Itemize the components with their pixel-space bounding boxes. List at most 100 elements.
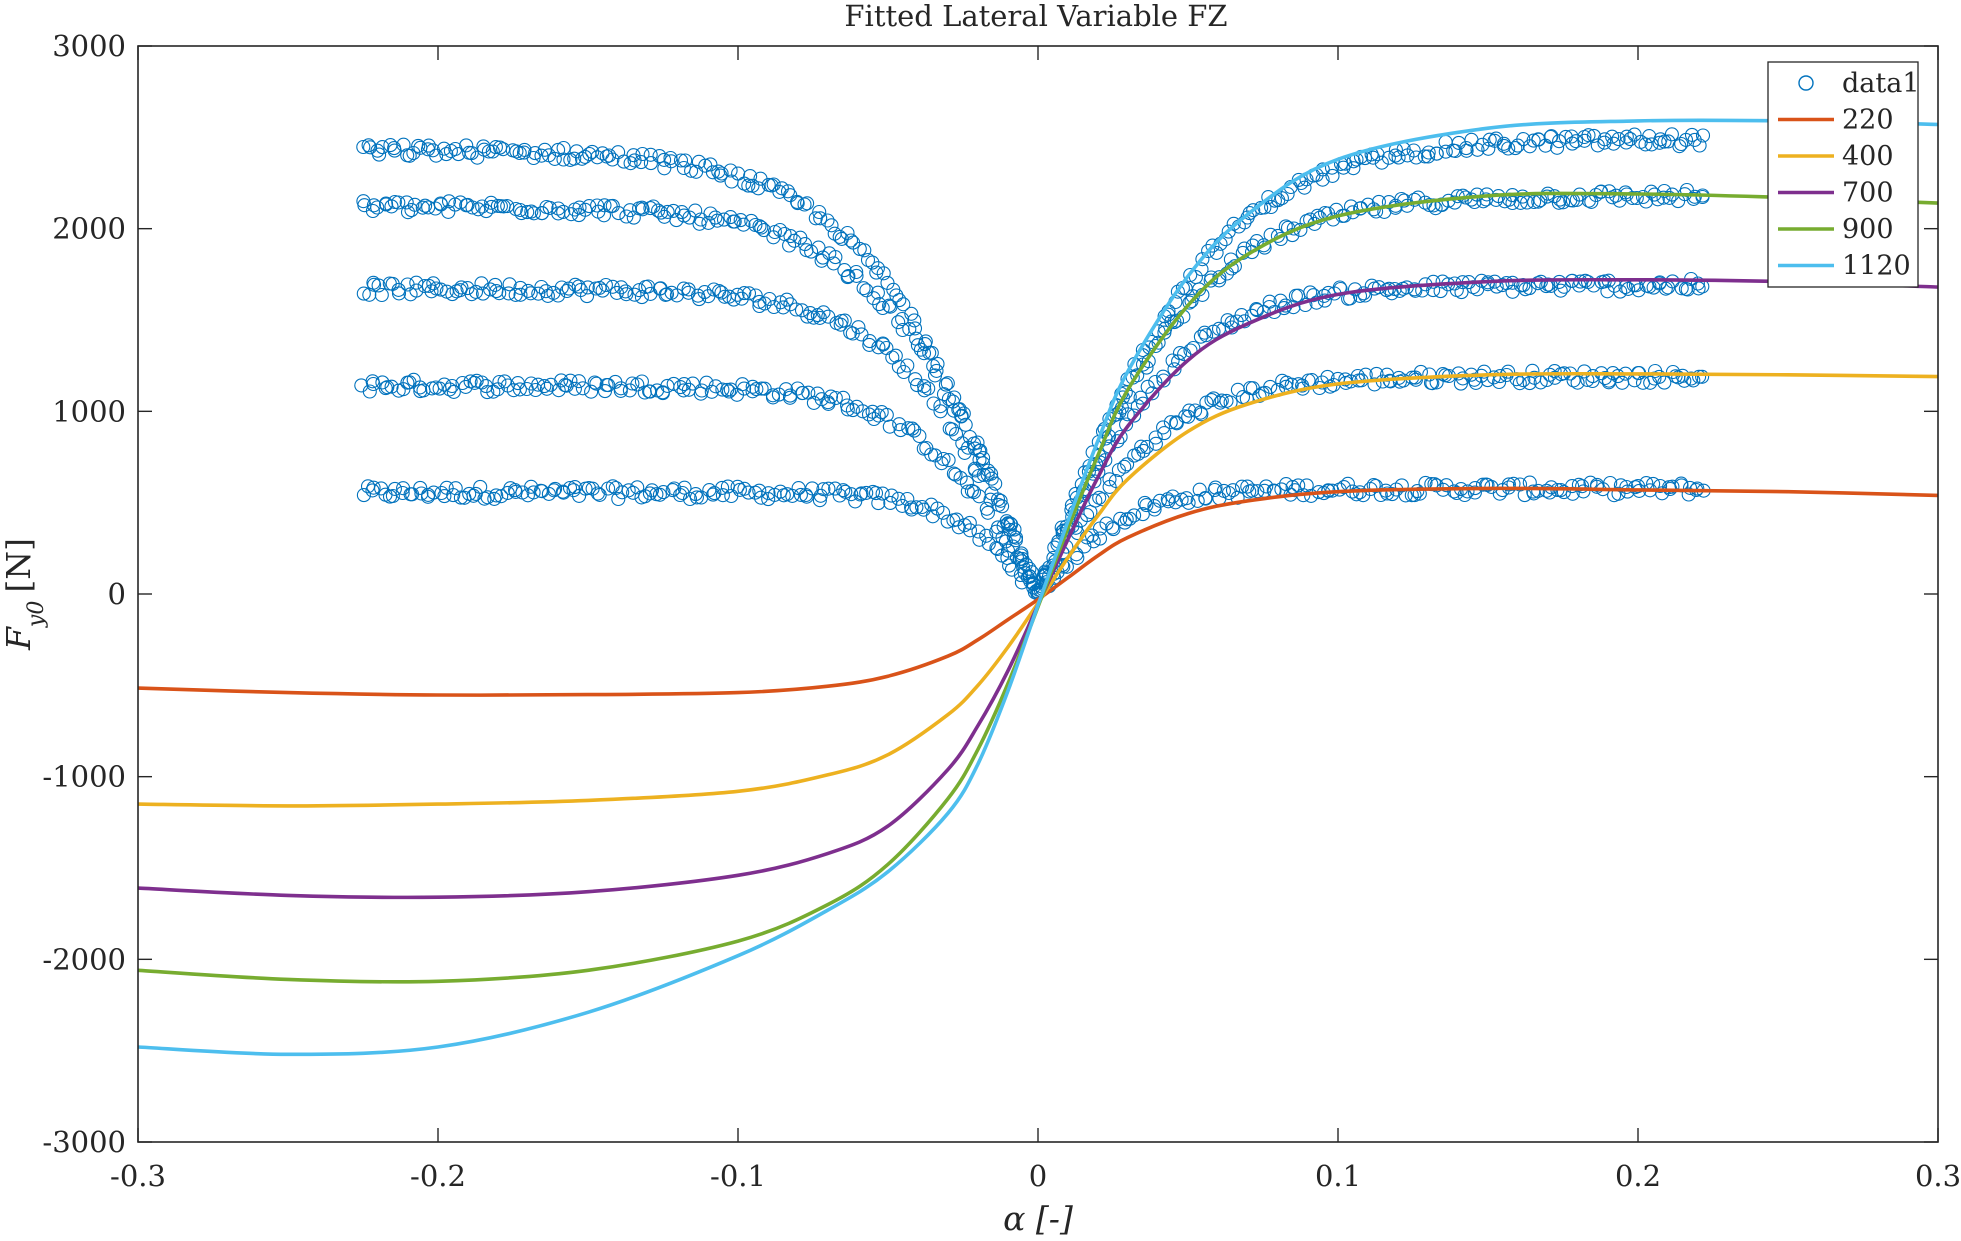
scatter-point [1221, 485, 1236, 501]
scatter-point [1381, 150, 1396, 165]
scatter-point [605, 152, 620, 167]
scatter-point [571, 279, 586, 294]
scatter-point [1544, 129, 1559, 144]
scatter-point [567, 151, 582, 166]
scatter-point [502, 277, 517, 292]
scatter-point [726, 292, 741, 307]
scatter-point [395, 485, 410, 501]
scatter-point [411, 138, 426, 153]
scatter-point [1201, 243, 1216, 259]
scatter-point [1127, 408, 1142, 423]
scatter-point [766, 177, 781, 192]
legend-item-400[interactable]: 400 [1778, 141, 1894, 172]
scatter-point [1145, 386, 1160, 401]
scatter-point [1225, 483, 1241, 498]
scatter-point [1550, 140, 1565, 155]
scatter-point [762, 291, 777, 307]
scatter-point [1385, 487, 1400, 502]
scatter-point [901, 421, 916, 436]
scatter-point [1113, 429, 1128, 445]
scatter-point [813, 211, 828, 226]
scatter-point [795, 385, 810, 401]
legend-item-220[interactable]: 220 [1778, 105, 1894, 136]
scatter-point [692, 292, 707, 307]
scatter-point [1553, 283, 1568, 298]
scatter-point [1139, 439, 1154, 454]
scatter-point [1346, 161, 1361, 176]
scatter-point [630, 480, 645, 495]
scatter-point [701, 215, 716, 230]
scatter-point [958, 417, 973, 432]
legend-item-data1[interactable]: data1 [1798, 68, 1920, 99]
scatter-point [684, 163, 699, 178]
scatter-point [412, 380, 428, 395]
scatter-point [936, 451, 951, 467]
scatter-point [995, 499, 1010, 514]
scatter-point [924, 345, 939, 360]
scatter-point [868, 486, 884, 501]
scatter-point [706, 282, 721, 297]
scatter-point [1134, 439, 1149, 454]
scatter-point [1391, 150, 1406, 165]
scatter-point [669, 213, 684, 228]
scatter-point [754, 381, 769, 396]
scatter-point [979, 528, 994, 543]
scatter-point [1220, 313, 1235, 328]
scatter-point [524, 204, 539, 219]
scatter-point [771, 387, 786, 402]
scatter-point [1364, 278, 1379, 293]
scatter-point [1184, 293, 1199, 309]
scatter-point [1435, 367, 1450, 382]
scatter-point [1547, 364, 1562, 379]
scatter-point [1007, 522, 1022, 537]
scatter-point [466, 488, 481, 503]
scatter-point [1692, 138, 1707, 153]
scatter-point [854, 486, 869, 501]
scatter-point [1581, 128, 1596, 143]
scatter-point [1006, 529, 1021, 544]
legend-label: 700 [1842, 178, 1894, 209]
scatter-point [1568, 134, 1584, 149]
scatter-point [1638, 137, 1653, 152]
scatter-point [542, 200, 557, 215]
scatter-point [752, 294, 767, 309]
y-axis-label-sub: y0 [24, 601, 49, 628]
scatter-point [501, 286, 516, 301]
scatter-point [391, 286, 407, 301]
scatter-point [520, 205, 535, 220]
scatter-point [1512, 376, 1527, 391]
scatter-point [1520, 195, 1535, 210]
scatter-point [551, 288, 566, 303]
scatter-point [1148, 338, 1163, 354]
scatter-point [1135, 396, 1151, 411]
scatter-point [1122, 511, 1137, 526]
scatter-point [1315, 375, 1330, 390]
scatter-point [1306, 288, 1321, 303]
x-tick-label: -0.1 [710, 1159, 766, 1193]
scatter-point [590, 198, 605, 213]
scatter-point [584, 384, 599, 399]
scatter-point [799, 489, 814, 504]
scatter-point [1008, 530, 1024, 545]
legend[interactable]: data1 220 400 700 900 1120 [1767, 61, 1920, 288]
scatter-point [1480, 277, 1495, 292]
scatter-point [643, 147, 658, 162]
scatter-point [1163, 415, 1178, 430]
scatter-point [812, 204, 827, 220]
scatter-point [1631, 283, 1646, 298]
scatter-point [673, 153, 689, 168]
scatter-point [585, 144, 600, 159]
legend-item-900[interactable]: 900 [1778, 214, 1894, 245]
scatter-point [1015, 551, 1030, 566]
scatter-point [366, 480, 381, 495]
scatter-point [1156, 420, 1171, 435]
scatter-point [494, 489, 509, 504]
scatter-point [365, 203, 380, 219]
legend-item-1120[interactable]: 1120 [1778, 251, 1911, 282]
legend-item-700[interactable]: 700 [1778, 178, 1894, 209]
scatter-point [896, 297, 911, 312]
scatter-point [876, 266, 891, 281]
scatter-point [714, 166, 729, 181]
scatter-point [563, 373, 578, 388]
scatter-point [635, 202, 650, 217]
